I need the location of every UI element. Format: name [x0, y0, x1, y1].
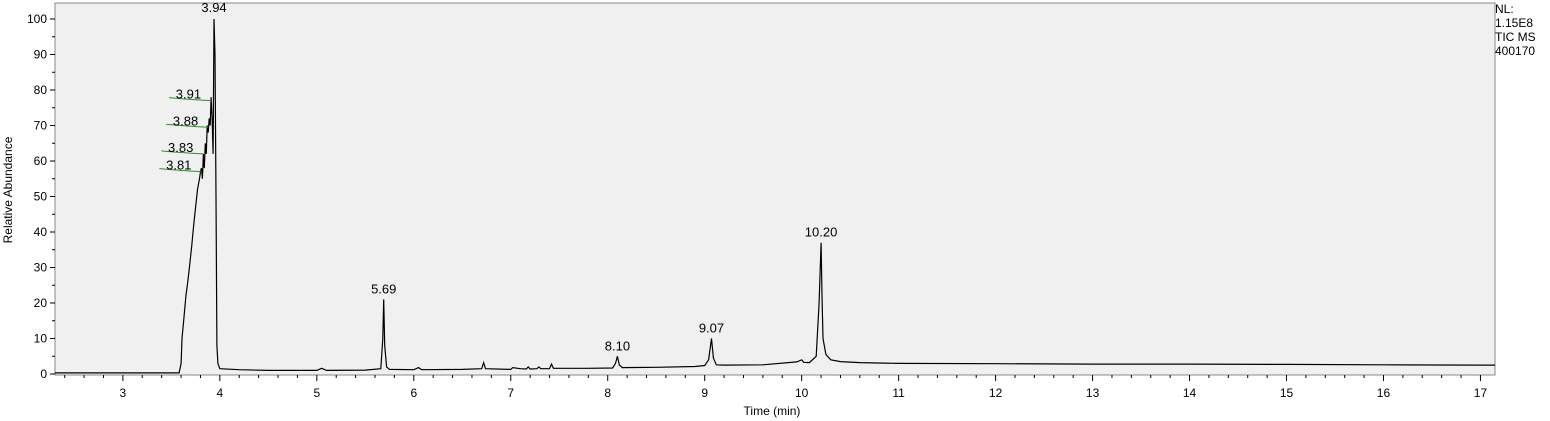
x-tick-label: 13 — [1086, 386, 1100, 400]
x-tick-label: 12 — [989, 386, 1003, 400]
y-tick-label: 60 — [34, 154, 48, 168]
y-tick-label: 40 — [34, 225, 48, 239]
y-tick-label: 100 — [27, 12, 47, 26]
x-tick-label: 8 — [604, 386, 611, 400]
y-axis: 0 10 20 30 40 50 60 70 80 90 100 — [27, 12, 55, 381]
x-tick-label: 17 — [1474, 386, 1488, 400]
x-tick-label: 7 — [507, 386, 514, 400]
y-tick-label: 90 — [34, 48, 48, 62]
peak-label: 10.20 — [805, 225, 838, 240]
peak-integration-marker — [161, 150, 204, 155]
x-tick-label: 11 — [892, 386, 905, 400]
nl-label: NL: — [1495, 2, 1514, 16]
nl-value: 1.15E8 — [1495, 16, 1534, 30]
y-tick-label: 20 — [34, 296, 48, 310]
peak-label: 3.94 — [201, 0, 226, 15]
peak-integration-marker — [166, 123, 209, 128]
nl-info-box: NL: 1.15E8 TIC MS 400170 — [1495, 2, 1549, 58]
sample-id: 400170 — [1495, 44, 1536, 58]
x-tick-label: 14 — [1183, 386, 1197, 400]
x-tick-label: 4 — [217, 386, 224, 400]
plot-area — [54, 2, 1496, 376]
y-tick-label: 10 — [34, 332, 48, 346]
peak-label: 3.81 — [166, 158, 191, 173]
y-tick-label: 0 — [40, 367, 47, 381]
peak-integration-marker — [159, 168, 202, 173]
x-tick-label: 15 — [1280, 386, 1294, 400]
tic-trace-line — [55, 18, 1495, 374]
y-tick-label: 70 — [34, 119, 48, 133]
peak-label: 3.91 — [176, 87, 201, 102]
peak-label: 8.10 — [605, 338, 630, 353]
y-tick-label: 30 — [34, 261, 48, 275]
x-tick-label: 9 — [701, 386, 708, 400]
peak-label: 3.83 — [168, 140, 193, 155]
y-axis-title: Relative Abundance — [1, 136, 15, 243]
x-axis: 3 4 5 6 7 8 9 10 11 12 13 14 15 16 17 — [64, 375, 1488, 400]
x-tick-label: 3 — [120, 386, 127, 400]
peak-integration-marker — [169, 97, 212, 102]
peak-label: 9.07 — [699, 321, 724, 336]
x-tick-label: 16 — [1377, 386, 1391, 400]
x-tick-label: 5 — [313, 386, 320, 400]
x-axis-title: Time (min) — [744, 404, 801, 418]
x-tick-label: 6 — [410, 386, 417, 400]
peak-labels: 3.94 3.91 3.88 3.83 3.81 5.69 8.10 9.07 10.20 — [166, 0, 837, 353]
peak-label: 5.69 — [371, 281, 396, 296]
y-tick-label: 50 — [34, 190, 48, 204]
peak-markers — [159, 97, 212, 173]
peak-label: 3.88 — [173, 113, 198, 128]
trace-type: TIC MS — [1495, 30, 1536, 44]
x-tick-label: 10 — [795, 386, 809, 400]
y-tick-label: 80 — [34, 83, 48, 97]
